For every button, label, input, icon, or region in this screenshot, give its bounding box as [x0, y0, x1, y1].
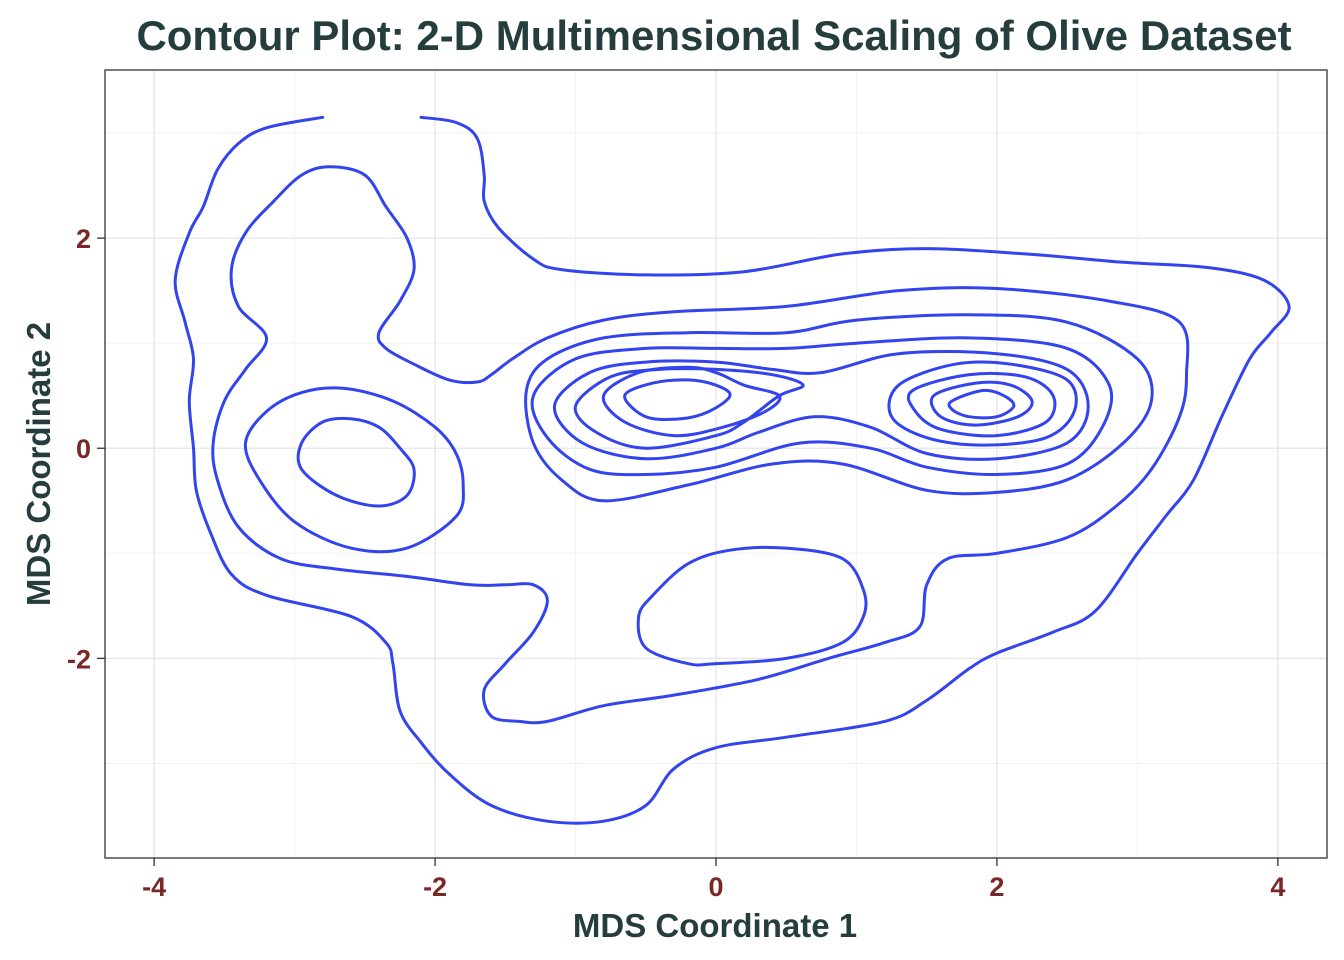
contour-left-center-level-6 — [601, 365, 782, 438]
x-tick-label: 4 — [1270, 872, 1285, 902]
contour-bottom-lobe — [636, 545, 868, 667]
contour-right-level-8 — [929, 380, 1034, 427]
contour-outer-level — [173, 115, 1291, 825]
x-axis: -4 -2 0 2 4 — [142, 858, 1285, 902]
y-tick-label: -2 — [67, 644, 91, 674]
y-axis: -2 0 2 — [67, 224, 105, 674]
contour-left-center-level-7 — [623, 378, 732, 422]
chart-title: Contour Plot: 2-D Multimensional Scaling… — [136, 12, 1291, 59]
x-axis-title: MDS Coordinate 1 — [573, 907, 857, 944]
x-tick-label: -4 — [142, 872, 166, 902]
contour-lines — [173, 115, 1291, 825]
x-tick-label: 0 — [708, 872, 723, 902]
y-tick-label: 2 — [76, 224, 91, 254]
x-tick-label: 2 — [989, 872, 1004, 902]
contour-left-upper-lobe — [211, 165, 1190, 725]
contour-right-level-9 — [947, 388, 1016, 420]
y-axis-title: MDS Coordinate 2 — [20, 322, 57, 606]
contour-center-level-3 — [530, 336, 1114, 477]
contour-left-level-3 — [296, 416, 416, 508]
contour-center-level-4 — [552, 350, 1090, 461]
y-tick-label: 0 — [76, 434, 91, 464]
x-tick-label: -2 — [423, 872, 447, 902]
contour-center-level-2 — [524, 313, 1154, 503]
contour-right-level-6 — [887, 360, 1078, 447]
contour-left-level-2 — [243, 386, 465, 554]
contour-right-level-7 — [906, 371, 1057, 438]
